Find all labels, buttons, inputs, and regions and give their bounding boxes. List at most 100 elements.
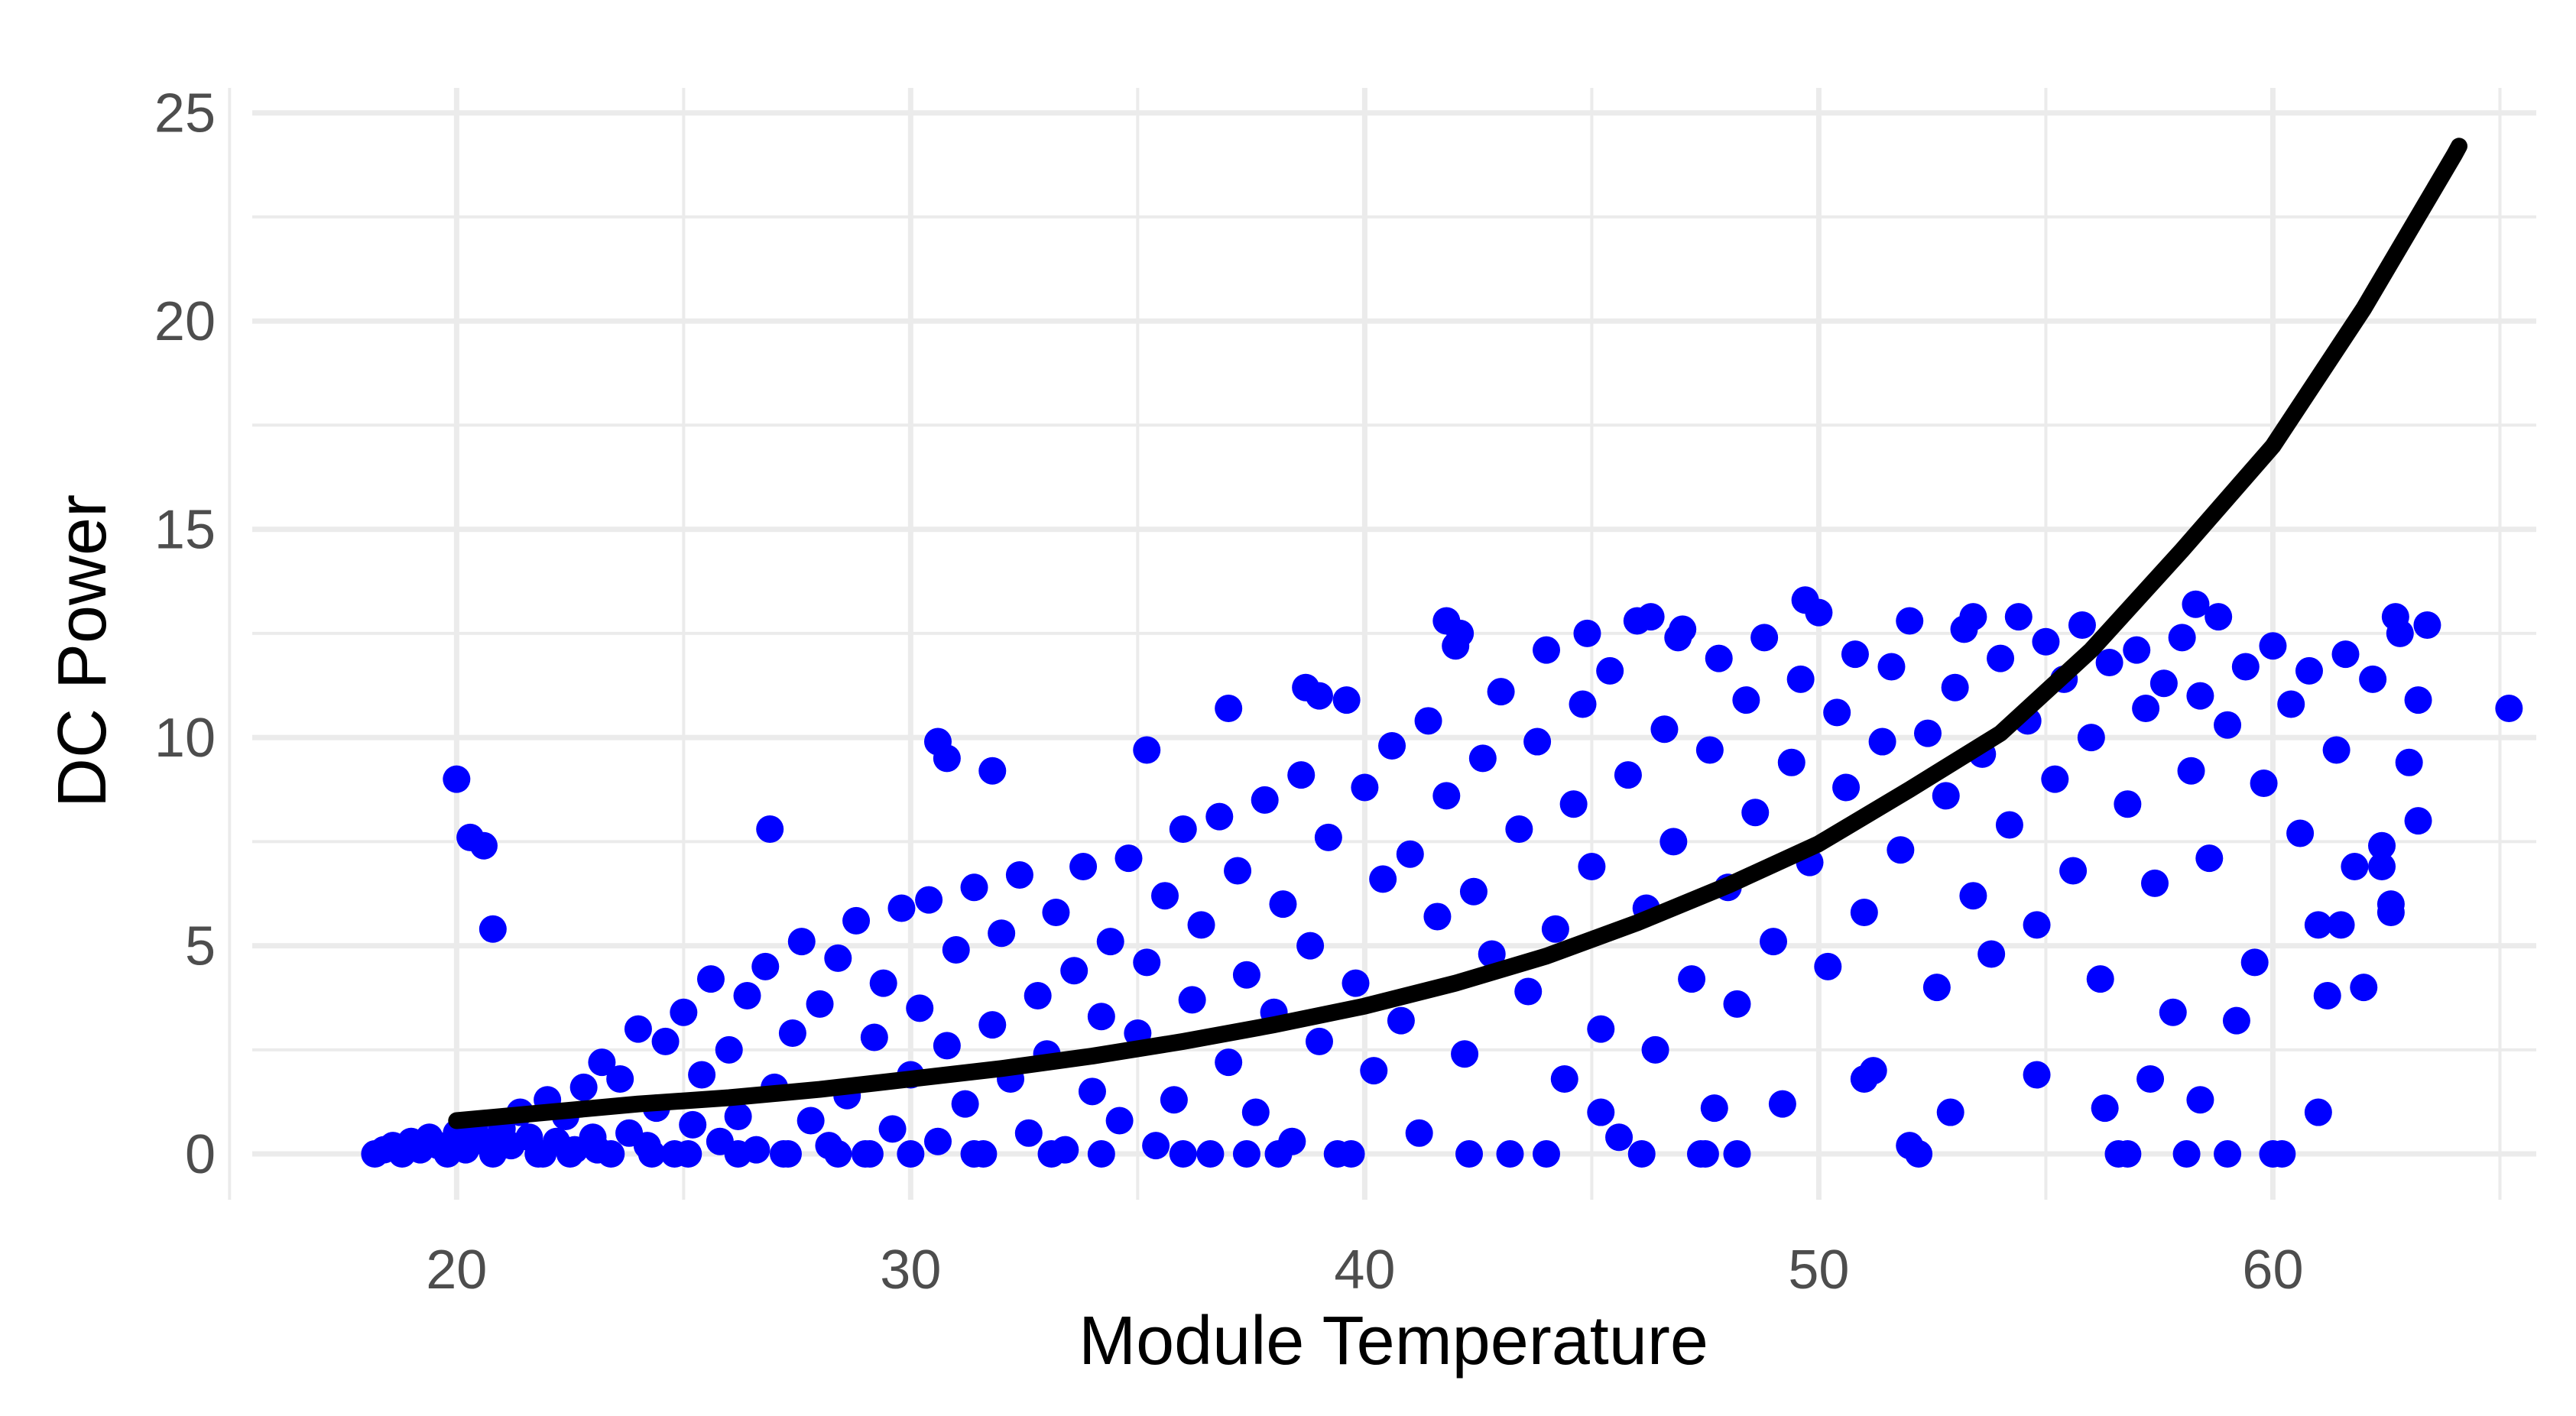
data-point-246 xyxy=(1791,586,1819,614)
data-point-175 xyxy=(1941,673,1969,702)
data-point-26 xyxy=(588,1048,616,1077)
data-point-106 xyxy=(1314,823,1342,851)
data-point-204 xyxy=(2205,603,2233,631)
data-point-227 xyxy=(2413,611,2441,639)
data-point-225 xyxy=(2395,748,2423,776)
data-point-83 xyxy=(1105,1107,1134,1135)
data-point-285 xyxy=(2304,1098,2332,1126)
data-point-135 xyxy=(1578,853,1606,881)
data-point-64 xyxy=(933,1032,961,1060)
data-point-116 xyxy=(1405,1119,1433,1147)
data-point-118 xyxy=(1423,902,1452,931)
data-point-177 xyxy=(1959,882,1987,910)
data-point-237 xyxy=(1133,736,1161,764)
data-point-235 xyxy=(933,744,961,773)
data-point-73 xyxy=(1014,1119,1043,1147)
data-point-50 xyxy=(806,990,834,1018)
data-point-114 xyxy=(1387,1006,1415,1035)
data-point-265 xyxy=(1264,1140,1293,1168)
data-point-104 xyxy=(1296,932,1325,960)
data-point-240 xyxy=(1305,682,1333,710)
data-point-200 xyxy=(2168,624,2196,652)
data-point-134 xyxy=(1569,690,1597,718)
y-tick-label-0: 0 xyxy=(185,1124,216,1185)
data-point-74 xyxy=(1024,981,1052,1009)
data-point-89 xyxy=(1160,1086,1188,1114)
x-tick-label-30: 30 xyxy=(880,1239,941,1301)
data-point-133 xyxy=(1559,790,1588,818)
data-point-130 xyxy=(1533,636,1561,664)
data-point-148 xyxy=(1695,736,1724,764)
data-point-194 xyxy=(2114,790,2142,818)
data-point-137 xyxy=(1596,656,1624,685)
data-point-90 xyxy=(1169,815,1197,843)
data-point-57 xyxy=(869,969,897,997)
data-point-257 xyxy=(824,1140,852,1168)
data-point-260 xyxy=(960,1140,988,1168)
data-point-165 xyxy=(1850,898,1878,926)
data-point-95 xyxy=(1215,1048,1243,1077)
data-point-272 xyxy=(1896,1132,1924,1160)
data-point-168 xyxy=(1877,653,1906,681)
data-point-52 xyxy=(824,944,852,972)
data-point-203 xyxy=(2195,844,2224,873)
data-point-164 xyxy=(1841,640,1869,669)
data-point-58 xyxy=(878,1115,907,1143)
data-point-49 xyxy=(796,1107,825,1135)
x-axis-title: Module Temperature xyxy=(1079,1303,1708,1379)
data-point-289 xyxy=(2404,807,2432,835)
data-point-233 xyxy=(756,815,784,843)
x-tick-label-40: 40 xyxy=(1334,1239,1395,1301)
data-point-210 xyxy=(2259,632,2287,660)
data-point-245 xyxy=(1664,624,1692,652)
data-point-248 xyxy=(2182,590,2210,618)
data-point-113 xyxy=(1378,732,1406,760)
data-point-252 xyxy=(583,1136,612,1164)
data-point-98 xyxy=(1241,1098,1270,1126)
data-point-167 xyxy=(1868,727,1896,756)
data-point-274 xyxy=(2172,1140,2201,1168)
data-point-215 xyxy=(2304,911,2332,939)
data-point-268 xyxy=(1533,1140,1561,1168)
data-point-41 xyxy=(724,1103,752,1131)
y-tick-label-5: 5 xyxy=(185,916,216,977)
data-point-270 xyxy=(1691,1140,1719,1168)
data-point-72 xyxy=(1005,860,1033,889)
data-point-278 xyxy=(1700,1094,1728,1123)
data-point-277 xyxy=(1587,1098,1615,1126)
data-point-173 xyxy=(1922,974,1951,1002)
data-point-142 xyxy=(1641,1035,1669,1064)
data-point-170 xyxy=(1896,607,1924,635)
data-point-174 xyxy=(1932,782,1960,810)
data-point-184 xyxy=(2023,911,2051,939)
data-point-180 xyxy=(1987,644,2015,672)
data-point-232 xyxy=(479,915,507,943)
data-point-151 xyxy=(1723,990,1751,1018)
data-point-244 xyxy=(1637,603,1665,631)
data-point-105 xyxy=(1305,1027,1333,1055)
data-point-261 xyxy=(1037,1140,1066,1168)
data-point-78 xyxy=(1060,957,1088,985)
data-point-56 xyxy=(860,1023,888,1051)
data-point-283 xyxy=(2136,1064,2165,1093)
data-point-280 xyxy=(1936,1098,1964,1126)
data-point-131 xyxy=(1541,915,1569,943)
y-axis-title: DC Power xyxy=(44,494,121,808)
data-point-38 xyxy=(696,965,725,993)
data-point-115 xyxy=(1396,840,1424,868)
data-point-47 xyxy=(778,1019,806,1048)
data-point-143 xyxy=(1650,715,1679,744)
data-point-161 xyxy=(1814,952,1842,980)
data-point-96 xyxy=(1224,857,1252,885)
data-point-185 xyxy=(2032,627,2060,656)
data-point-84 xyxy=(1114,844,1143,873)
data-point-172 xyxy=(1913,719,1942,747)
data-point-48 xyxy=(787,928,816,956)
data-point-249 xyxy=(2381,603,2409,631)
points-layer xyxy=(361,586,2523,1168)
data-point-149 xyxy=(1705,644,1733,672)
data-point-139 xyxy=(1614,761,1642,789)
data-point-97 xyxy=(1232,961,1260,989)
data-point-181 xyxy=(1995,811,2023,839)
data-point-263 xyxy=(1169,1140,1197,1168)
